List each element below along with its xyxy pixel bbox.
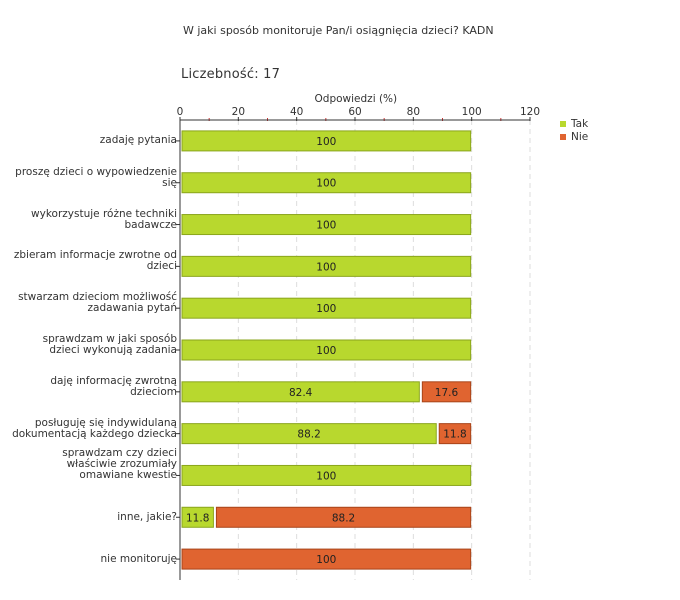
- legend-swatch: [560, 120, 566, 127]
- bar-value-label: 100: [316, 261, 336, 273]
- bar-value-label: 100: [316, 345, 336, 357]
- sample-size-value: 17: [263, 67, 281, 82]
- bar-value-label: 11.8: [443, 429, 466, 441]
- bar-value-label: 100: [316, 470, 336, 482]
- bar-value-label: 100: [316, 136, 336, 148]
- category-label-line: stwarzam dzieciom możliwość: [18, 291, 177, 304]
- category-label-line: dzieci: [146, 260, 177, 273]
- category-label-line: wykorzystuje różne techniki: [31, 207, 177, 220]
- bar-tak: [181, 423, 437, 445]
- category-label-line: badawcze: [124, 218, 177, 231]
- bar-value-label: 17.6: [435, 387, 459, 399]
- legend-label: Nie: [571, 130, 589, 143]
- x-tick-label: 100: [462, 106, 482, 118]
- bar-tak: [181, 464, 472, 486]
- category-label: stwarzam dzieciom możliwość zadawania pyt…: [5, 292, 177, 314]
- category-label: posługuję się indywidulaną dokumentacją k…: [5, 416, 177, 440]
- bar-value-label: 82.4: [289, 387, 313, 399]
- category-label-line: sprawdzam czy dzieci: [62, 447, 177, 460]
- x-tick-label: 80: [407, 106, 420, 118]
- category-label-line: dzieci wykonują zadania: [49, 344, 177, 356]
- bar-tak: [181, 255, 472, 277]
- bar-tak: [181, 214, 472, 236]
- bar-value-label: 100: [316, 303, 336, 315]
- x-tick-label: 20: [232, 106, 245, 118]
- legend: Tak Nie: [560, 117, 588, 143]
- category-label: nie monitoruję: [5, 552, 177, 565]
- sample-size-label: Liczebność:: [181, 67, 259, 82]
- category-label-line: inne, jakie?: [117, 510, 177, 523]
- legend-swatch: [560, 133, 566, 140]
- chart-title: W jaki sposób monitoruje Pan/i osiągnięc…: [183, 24, 494, 37]
- category-label: zadaję pytania: [5, 135, 177, 146]
- bar-value-label: 100: [316, 554, 336, 566]
- category-label: inne, jakie?: [5, 510, 177, 523]
- category-label: proszę dzieci o wypowiedzenie się: [5, 165, 177, 189]
- bar-tak: [181, 506, 214, 528]
- x-tick-label: 60: [348, 106, 361, 118]
- x-tick-label: 0: [177, 106, 184, 118]
- category-label: sprawdzam czy dzieci właściwie zrozumiały…: [5, 448, 177, 481]
- category-label-line: omawiane kwestie: [79, 469, 177, 482]
- bar-nie: [421, 381, 472, 403]
- bar-nie: [438, 423, 472, 445]
- legend-item-nie: Nie: [560, 130, 588, 143]
- bar-value-label: 11.8: [186, 512, 209, 524]
- category-label: zbieram informacje zwrotne od dzieci: [5, 250, 177, 272]
- legend-item-tak: Tak: [560, 117, 588, 130]
- bar-nie: [215, 506, 472, 528]
- bar-tak: [181, 381, 420, 403]
- x-tick-label: 40: [290, 106, 303, 118]
- category-label-line: zadaję pytania: [99, 134, 177, 147]
- category-label-line: się: [162, 176, 177, 189]
- category-label: wykorzystuje różne techniki badawcze: [5, 207, 177, 231]
- category-label: daję informację zwrotną dzieciom: [5, 374, 177, 398]
- category-label-line: posługuję się indywidulaną: [34, 416, 177, 429]
- x-tick-label: 120: [520, 106, 540, 118]
- bar-tak: [181, 297, 472, 319]
- bar-tak: [181, 339, 472, 361]
- bar-nie: [181, 548, 472, 570]
- bar-value-label: 88.2: [332, 512, 355, 524]
- bar-tak: [181, 172, 472, 194]
- category-label-line: proszę dzieci o wypowiedzenie: [15, 165, 177, 178]
- bar-tak: [181, 130, 472, 152]
- x-axis-title: Odpowiedzi (%): [315, 93, 398, 105]
- category-label-line: dokumentacją każdego dziecka: [12, 427, 177, 440]
- category-label-line: sprawdzam w jaki sposób: [42, 333, 177, 345]
- category-label-line: daję informację zwrotną: [50, 374, 177, 387]
- bar-value-label: 100: [316, 220, 336, 232]
- category-label-line: dzieciom: [130, 385, 177, 398]
- legend-label: Tak: [571, 117, 589, 130]
- category-label-line: zadawania pytań: [87, 302, 178, 315]
- category-label-line: zbieram informacje zwrotne od: [13, 249, 177, 262]
- category-label-line: właściwie zrozumiały: [66, 458, 177, 471]
- category-label-line: nie monitoruję: [100, 552, 177, 565]
- bar-value-label: 88.2: [297, 429, 320, 441]
- category-label: sprawdzam w jaki sposób dzieci wykonują z…: [5, 334, 177, 356]
- sample-size: Liczebność: 17: [181, 67, 280, 82]
- bar-value-label: 100: [316, 178, 336, 190]
